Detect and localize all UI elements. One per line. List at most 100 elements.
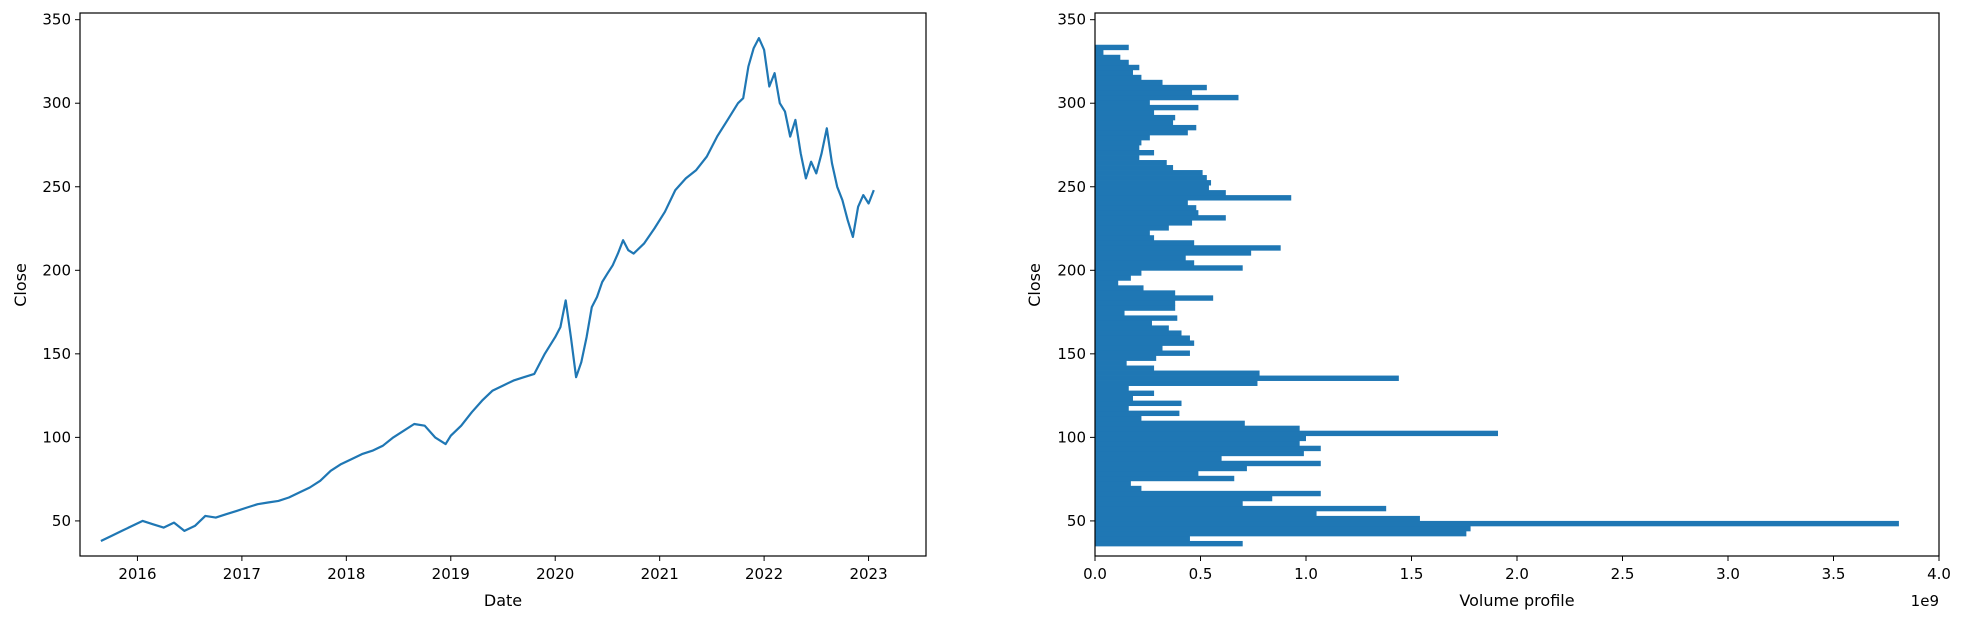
y-tick-label: 100 — [1057, 428, 1086, 446]
x-tick-label: 2021 — [641, 565, 679, 583]
volume-bar — [1095, 124, 1197, 131]
volume-bar — [1095, 355, 1157, 361]
volume-bar — [1095, 415, 1142, 422]
volume-bar — [1095, 69, 1133, 76]
volume-bar — [1095, 460, 1321, 467]
volume-bar — [1095, 365, 1155, 371]
volume-bar — [1095, 235, 1155, 241]
volume-bar — [1095, 470, 1199, 477]
volume-bar — [1095, 320, 1152, 326]
volume-bar — [1095, 285, 1144, 291]
volume-bar — [1095, 480, 1131, 487]
volume-bar — [1095, 300, 1176, 306]
volume-chart-x-label: Volume profile — [1459, 591, 1574, 610]
y-tick-label: 350 — [42, 11, 71, 29]
volume-bar — [1095, 305, 1176, 311]
volume-bar — [1095, 430, 1499, 437]
volume-bar — [1095, 250, 1252, 256]
price-chart-frame — [79, 12, 927, 557]
y-tick-label: 250 — [1057, 178, 1086, 196]
volume-bar — [1095, 410, 1180, 417]
volume-bar — [1095, 345, 1163, 351]
volume-bar — [1095, 160, 1167, 166]
x-tick-label: 2023 — [849, 565, 887, 583]
x-tick-label: 2016 — [118, 565, 156, 583]
price-line-chart: 2016 2017 2018 2019 2020 2021 2022 2023 50 100 15… — [11, 11, 927, 610]
volume-bar — [1095, 59, 1129, 66]
volume-bar — [1095, 230, 1150, 236]
price-chart-y-ticks: 50 100 150 200 250 300 350 — [42, 11, 80, 530]
volume-bar — [1095, 295, 1214, 301]
volume-bar — [1095, 225, 1169, 231]
volume-bar — [1095, 104, 1199, 111]
volume-bar — [1095, 139, 1142, 146]
volume-bar — [1095, 74, 1142, 81]
volume-bar — [1095, 465, 1247, 472]
x-tick-label: 2019 — [432, 565, 470, 583]
volume-bar — [1095, 210, 1199, 216]
volume-bar — [1095, 270, 1142, 276]
volume-bar — [1095, 220, 1193, 226]
volume-bar — [1095, 280, 1119, 286]
price-chart-x-ticks: 2016 2017 2018 2019 2020 2021 2022 2023 — [118, 556, 888, 583]
volume-bar — [1095, 44, 1129, 51]
volume-bar — [1095, 144, 1140, 151]
x-tick-label: 0.5 — [1189, 565, 1213, 583]
volume-bar — [1095, 530, 1467, 537]
x-tick-label: 4.0 — [1927, 565, 1951, 583]
x-tick-label: 2.5 — [1611, 565, 1635, 583]
volume-bar — [1095, 99, 1150, 106]
y-tick-label: 150 — [42, 345, 71, 363]
volume-bar — [1095, 475, 1235, 482]
volume-bar — [1095, 129, 1188, 136]
volume-bar — [1095, 505, 1387, 512]
volume-bar — [1095, 540, 1243, 547]
volume-bar — [1095, 485, 1142, 492]
volume-bar — [1095, 335, 1190, 341]
volume-bar — [1095, 205, 1197, 211]
volume-bar — [1095, 455, 1222, 462]
x-tick-label: 3.5 — [1822, 565, 1846, 583]
volume-bar — [1095, 260, 1195, 266]
volume-bar — [1095, 425, 1300, 432]
y-tick-label: 50 — [1067, 512, 1086, 530]
x-tick-label: 2018 — [327, 565, 365, 583]
volume-profile-bars — [1095, 44, 1899, 547]
volume-bar — [1095, 79, 1163, 86]
x-tick-label: 2.0 — [1505, 565, 1529, 583]
volume-profile-chart: 0.0 0.5 1.0 1.5 2.0 2.5 3.0 3.5 4.0 50 100 150 200 2… — [1025, 11, 1951, 610]
volume-bar — [1095, 170, 1203, 176]
volume-bar — [1095, 180, 1212, 186]
volume-bar — [1095, 390, 1155, 396]
volume-bar — [1095, 155, 1140, 161]
x-tick-label: 3.0 — [1716, 565, 1740, 583]
volume-bar — [1095, 109, 1155, 116]
volume-bar — [1095, 510, 1317, 517]
volume-bar — [1095, 175, 1207, 181]
volume-bar — [1095, 150, 1155, 156]
volume-bar — [1095, 405, 1129, 412]
volume-bar — [1095, 450, 1304, 457]
volume-chart-x-ticks: 0.0 0.5 1.0 1.5 2.0 2.5 3.0 3.5 4.0 — [1083, 556, 1951, 583]
volume-chart-y-label: Close — [1025, 263, 1044, 307]
x-tick-label: 2017 — [223, 565, 261, 583]
volume-bar — [1095, 515, 1420, 522]
price-line-marks — [100, 37, 875, 542]
price-chart-x-label: Date — [484, 591, 522, 610]
volume-bar — [1095, 385, 1129, 391]
y-tick-label: 350 — [1057, 11, 1086, 29]
volume-bar — [1095, 395, 1133, 402]
volume-bar — [1095, 495, 1273, 502]
x-tick-label: 1.5 — [1400, 565, 1424, 583]
y-tick-label: 300 — [1057, 94, 1086, 112]
volume-bar — [1095, 340, 1195, 346]
volume-bar — [1095, 325, 1169, 331]
price-series-line — [100, 37, 875, 542]
y-tick-label: 300 — [42, 94, 71, 112]
volume-bar — [1095, 54, 1121, 61]
volume-bar — [1095, 370, 1260, 376]
volume-bar — [1095, 445, 1321, 452]
volume-bar — [1095, 89, 1193, 96]
volume-bar — [1095, 94, 1239, 101]
